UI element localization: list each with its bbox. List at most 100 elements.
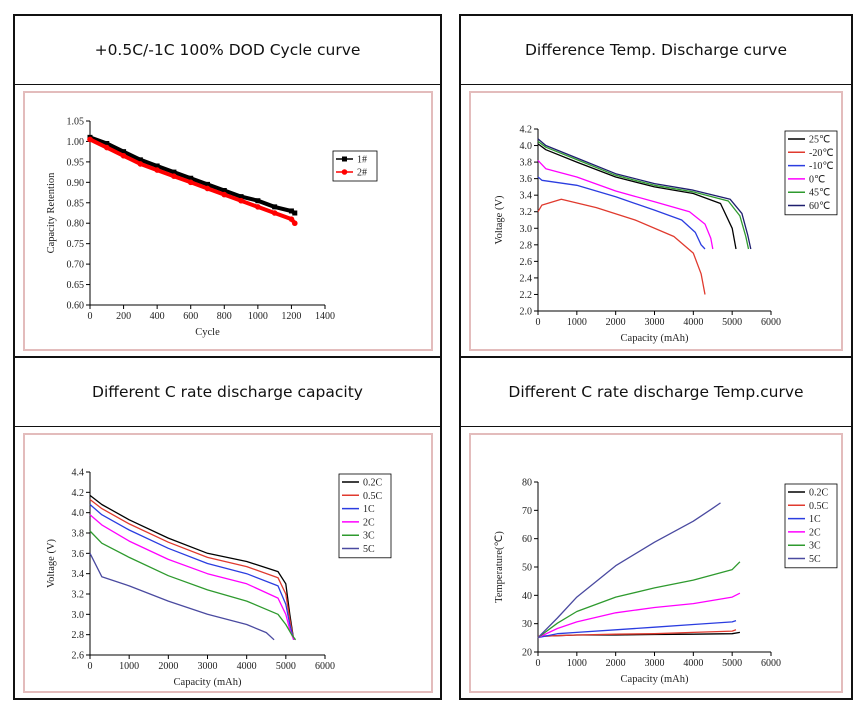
- y-tick-label: 3.0: [520, 224, 533, 235]
- legend-label: 2C: [809, 527, 821, 538]
- legend-label: 5C: [363, 544, 375, 555]
- data-point: [238, 194, 244, 200]
- x-tick-label: 600: [183, 311, 198, 322]
- x-tick-label: 800: [217, 311, 232, 322]
- data-point: [255, 198, 261, 204]
- y-tick-label: 3.8: [520, 158, 533, 169]
- series-line-3C: [537, 561, 741, 639]
- data-point: [238, 197, 244, 204]
- panel-title: Different C rate discharge capacity: [15, 358, 440, 427]
- data-point: [120, 152, 127, 159]
- y-tick-label: 4.0: [72, 508, 85, 519]
- legend-label: -20℃: [809, 148, 834, 159]
- y-tick-label: 2.4: [520, 273, 533, 284]
- y-tick-label: 0.60: [67, 301, 85, 312]
- series-line-25℃: [537, 143, 737, 250]
- y-tick-label: 2.8: [520, 240, 533, 251]
- series-line-45℃: [537, 140, 750, 250]
- x-tick-label: 1000: [248, 311, 268, 322]
- x-axis-label: Capacity (mAh): [621, 674, 689, 685]
- y-tick-label: 2.8: [72, 630, 85, 641]
- x-axis-label: Capacity (mAh): [174, 677, 242, 688]
- x-tick-label: 0: [88, 311, 93, 322]
- legend-label: 0.5C: [363, 491, 383, 502]
- data-point: [137, 161, 144, 167]
- legend-label: 2#: [357, 168, 367, 179]
- y-tick-label: 30: [522, 619, 532, 630]
- series-line--20℃: [537, 198, 706, 295]
- x-tick-label: 1200: [281, 311, 301, 322]
- panel-temp-discharge: Difference Temp. Discharge curve 0 1000 20…: [459, 14, 853, 358]
- y-tick-label: 0.75: [67, 239, 85, 250]
- x-tick-label: 1000: [119, 661, 139, 672]
- panel-title: Difference Temp. Discharge curve: [461, 16, 851, 85]
- series-line-1#: [89, 135, 296, 215]
- data-point: [292, 210, 298, 216]
- chart-crate-capacity: 0 1000 2000 3000 4000 5000 6000 2.6 2.8 3.0 3.2 3.4…: [46, 468, 392, 688]
- y-tick-label: 4.2: [72, 488, 85, 499]
- y-axis-label: Voltage (V): [46, 538, 57, 588]
- legend-label: 60℃: [809, 201, 830, 212]
- x-tick-label: 4000: [683, 658, 703, 669]
- y-tick-label: 0.85: [67, 198, 85, 209]
- data-point: [171, 169, 177, 175]
- data-point: [87, 136, 93, 143]
- data-point: [188, 175, 194, 181]
- y-tick-label: 2.6: [72, 651, 85, 662]
- x-tick-label: 0: [536, 317, 541, 328]
- x-tick-label: 400: [150, 311, 165, 322]
- y-tick-label: 3.8: [72, 529, 85, 540]
- y-tick-label: 3.6: [520, 174, 533, 185]
- data-point: [204, 185, 211, 192]
- legend-marker: [342, 156, 347, 162]
- data-point: [104, 140, 110, 146]
- chart-crate-temp: 0 1000 2000 3000 4000 5000 6000 20 30 40 50 60 70 80 C…: [494, 478, 838, 685]
- x-tick-label: 2000: [606, 317, 626, 328]
- y-tick-label: 20: [522, 648, 532, 659]
- x-axis-label: Capacity (mAh): [621, 333, 689, 344]
- x-tick-label: 6000: [761, 317, 781, 328]
- series-line-2C: [537, 592, 741, 639]
- legend-label: 0.2C: [809, 488, 829, 499]
- x-tick-label: 200: [116, 311, 131, 322]
- legend-marker: [341, 169, 348, 175]
- series-line--10℃: [537, 176, 706, 250]
- y-tick-label: 3.0: [72, 610, 85, 621]
- x-tick-label: 6000: [315, 661, 335, 672]
- y-tick-label: 3.4: [520, 191, 533, 202]
- data-point: [187, 179, 194, 186]
- legend-label: 25℃: [809, 135, 830, 146]
- y-axis-label: Voltage (V): [494, 195, 505, 245]
- y-tick-label: 4.4: [72, 468, 85, 479]
- y-tick-label: 3.2: [72, 590, 85, 601]
- data-point: [121, 149, 127, 155]
- panel-title: Different C rate discharge Temp.curve: [461, 358, 851, 427]
- x-tick-label: 1400: [315, 311, 335, 322]
- data-point: [255, 204, 261, 210]
- data-point: [288, 208, 294, 214]
- legend-label: 3C: [809, 541, 821, 552]
- chart-temp-discharge: 0 1000 2000 3000 4000 5000 6000 2.0 2.2 2.4 2.6 2.8…: [494, 125, 838, 344]
- panel-title: +0.5C/-1C 100% DOD Cycle curve: [15, 16, 440, 85]
- chart-frame: 0 200 400 600 800 1000 1200 1400 0.60 0.65 0.70 0.7…: [23, 91, 433, 351]
- x-tick-label: 3000: [198, 661, 218, 672]
- x-tick-label: 1000: [567, 317, 587, 328]
- y-tick-label: 0.95: [67, 157, 85, 168]
- legend-label: -10℃: [809, 161, 834, 172]
- legend-label: 45℃: [809, 188, 830, 199]
- legend-label: 1C: [809, 514, 821, 525]
- chart-cycle: 0 200 400 600 800 1000 1200 1400 0.60 0.65 0.70 0.7…: [46, 117, 378, 338]
- x-tick-label: 5000: [722, 317, 742, 328]
- data-point: [137, 157, 143, 163]
- legend-label: 2C: [363, 517, 375, 528]
- y-tick-label: 50: [522, 563, 532, 574]
- x-tick-label: 6000: [761, 658, 781, 669]
- data-point: [272, 204, 278, 210]
- legend-label: 0.5C: [809, 501, 829, 512]
- x-axis-label: Cycle: [195, 327, 220, 338]
- legend-label: 0.2C: [363, 478, 383, 489]
- chart-frame: 0 1000 2000 3000 4000 5000 6000 2.0 2.2 2.4 2.6 2.8…: [469, 91, 843, 351]
- data-point: [271, 210, 278, 216]
- legend-box: [338, 473, 392, 559]
- x-tick-label: 3000: [645, 317, 665, 328]
